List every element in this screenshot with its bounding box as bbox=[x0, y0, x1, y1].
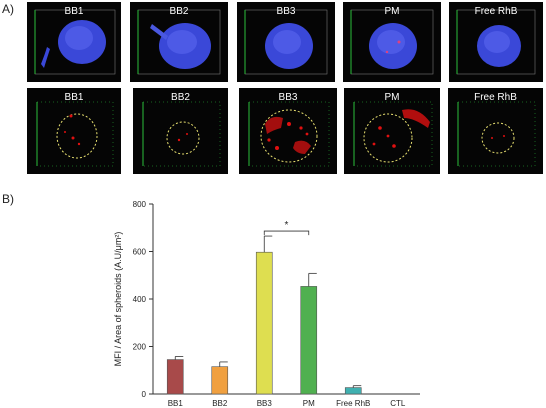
tile-label: BB3 bbox=[276, 6, 296, 17]
x-tick-label: BB1 bbox=[168, 399, 184, 408]
bar-bb3 bbox=[255, 251, 273, 395]
tile-label: Free RhB bbox=[474, 6, 518, 17]
x-tick-label: CTL bbox=[390, 399, 406, 408]
y-axis-label: MFI / Area of spheroids (A.U/μm²) bbox=[113, 232, 123, 367]
spheroid-tile-bb1: BB1 bbox=[27, 2, 121, 82]
spheroid-image bbox=[350, 9, 434, 75]
spheroid-image bbox=[34, 9, 116, 75]
y-tick-label: 400 bbox=[133, 295, 147, 304]
spheroid-tile-free-rhb: Free RhB bbox=[449, 2, 543, 82]
bar-free-rhb bbox=[344, 387, 362, 395]
spheroid-tile-bb3: BB3 bbox=[237, 2, 335, 82]
section-tile-bb1: BB1 bbox=[27, 88, 121, 174]
section-tile-bb2: BB2 bbox=[133, 88, 228, 174]
tile-label: BB2 bbox=[169, 6, 189, 17]
significance-star: * bbox=[285, 220, 289, 231]
x-tick-label: Free RhB bbox=[336, 399, 370, 408]
section-image bbox=[353, 101, 433, 167]
bar-chart: 0 200 400 600 800 MFI / Area of spheroids (A.… bbox=[113, 200, 420, 408]
panel-a-label: A) bbox=[2, 2, 14, 16]
section-tile-pm: PM bbox=[344, 88, 440, 174]
section-image bbox=[457, 101, 536, 167]
tile-label: BB1 bbox=[64, 92, 84, 103]
section-tile-bb3: BB3 bbox=[239, 88, 337, 174]
tile-label: Free RhB bbox=[474, 92, 517, 103]
y-tick-label: 0 bbox=[142, 390, 147, 399]
tile-label: BB1 bbox=[64, 6, 84, 17]
tile-label: PM bbox=[384, 92, 400, 103]
spheroid-image bbox=[456, 9, 536, 75]
section-image bbox=[248, 101, 330, 167]
x-tick-label: BB3 bbox=[257, 399, 273, 408]
panel-b-label: B) bbox=[2, 192, 14, 206]
y-tick-label: 600 bbox=[133, 248, 147, 257]
tile-label: BB2 bbox=[171, 92, 190, 103]
section-tile-free-rhb: Free RhB bbox=[448, 88, 543, 174]
spheroid-tile-bb2: BB2 bbox=[130, 2, 228, 82]
spheroid-image bbox=[137, 9, 221, 75]
x-tick-label: BB2 bbox=[212, 399, 228, 408]
bar-bb1 bbox=[166, 359, 184, 395]
tile-label: PM bbox=[384, 6, 400, 17]
y-tick-label: 200 bbox=[133, 343, 147, 352]
section-image bbox=[142, 101, 221, 167]
bar-bb2 bbox=[211, 366, 229, 395]
bar-pm bbox=[300, 286, 318, 395]
x-tick-label: PM bbox=[303, 399, 315, 408]
significance-bracket bbox=[263, 230, 310, 236]
tile-label: BB3 bbox=[278, 92, 298, 103]
spheroid-tile-pm: PM bbox=[343, 2, 441, 82]
section-image bbox=[36, 101, 114, 167]
y-tick-label: 800 bbox=[133, 200, 147, 209]
spheroid-image bbox=[244, 9, 328, 75]
